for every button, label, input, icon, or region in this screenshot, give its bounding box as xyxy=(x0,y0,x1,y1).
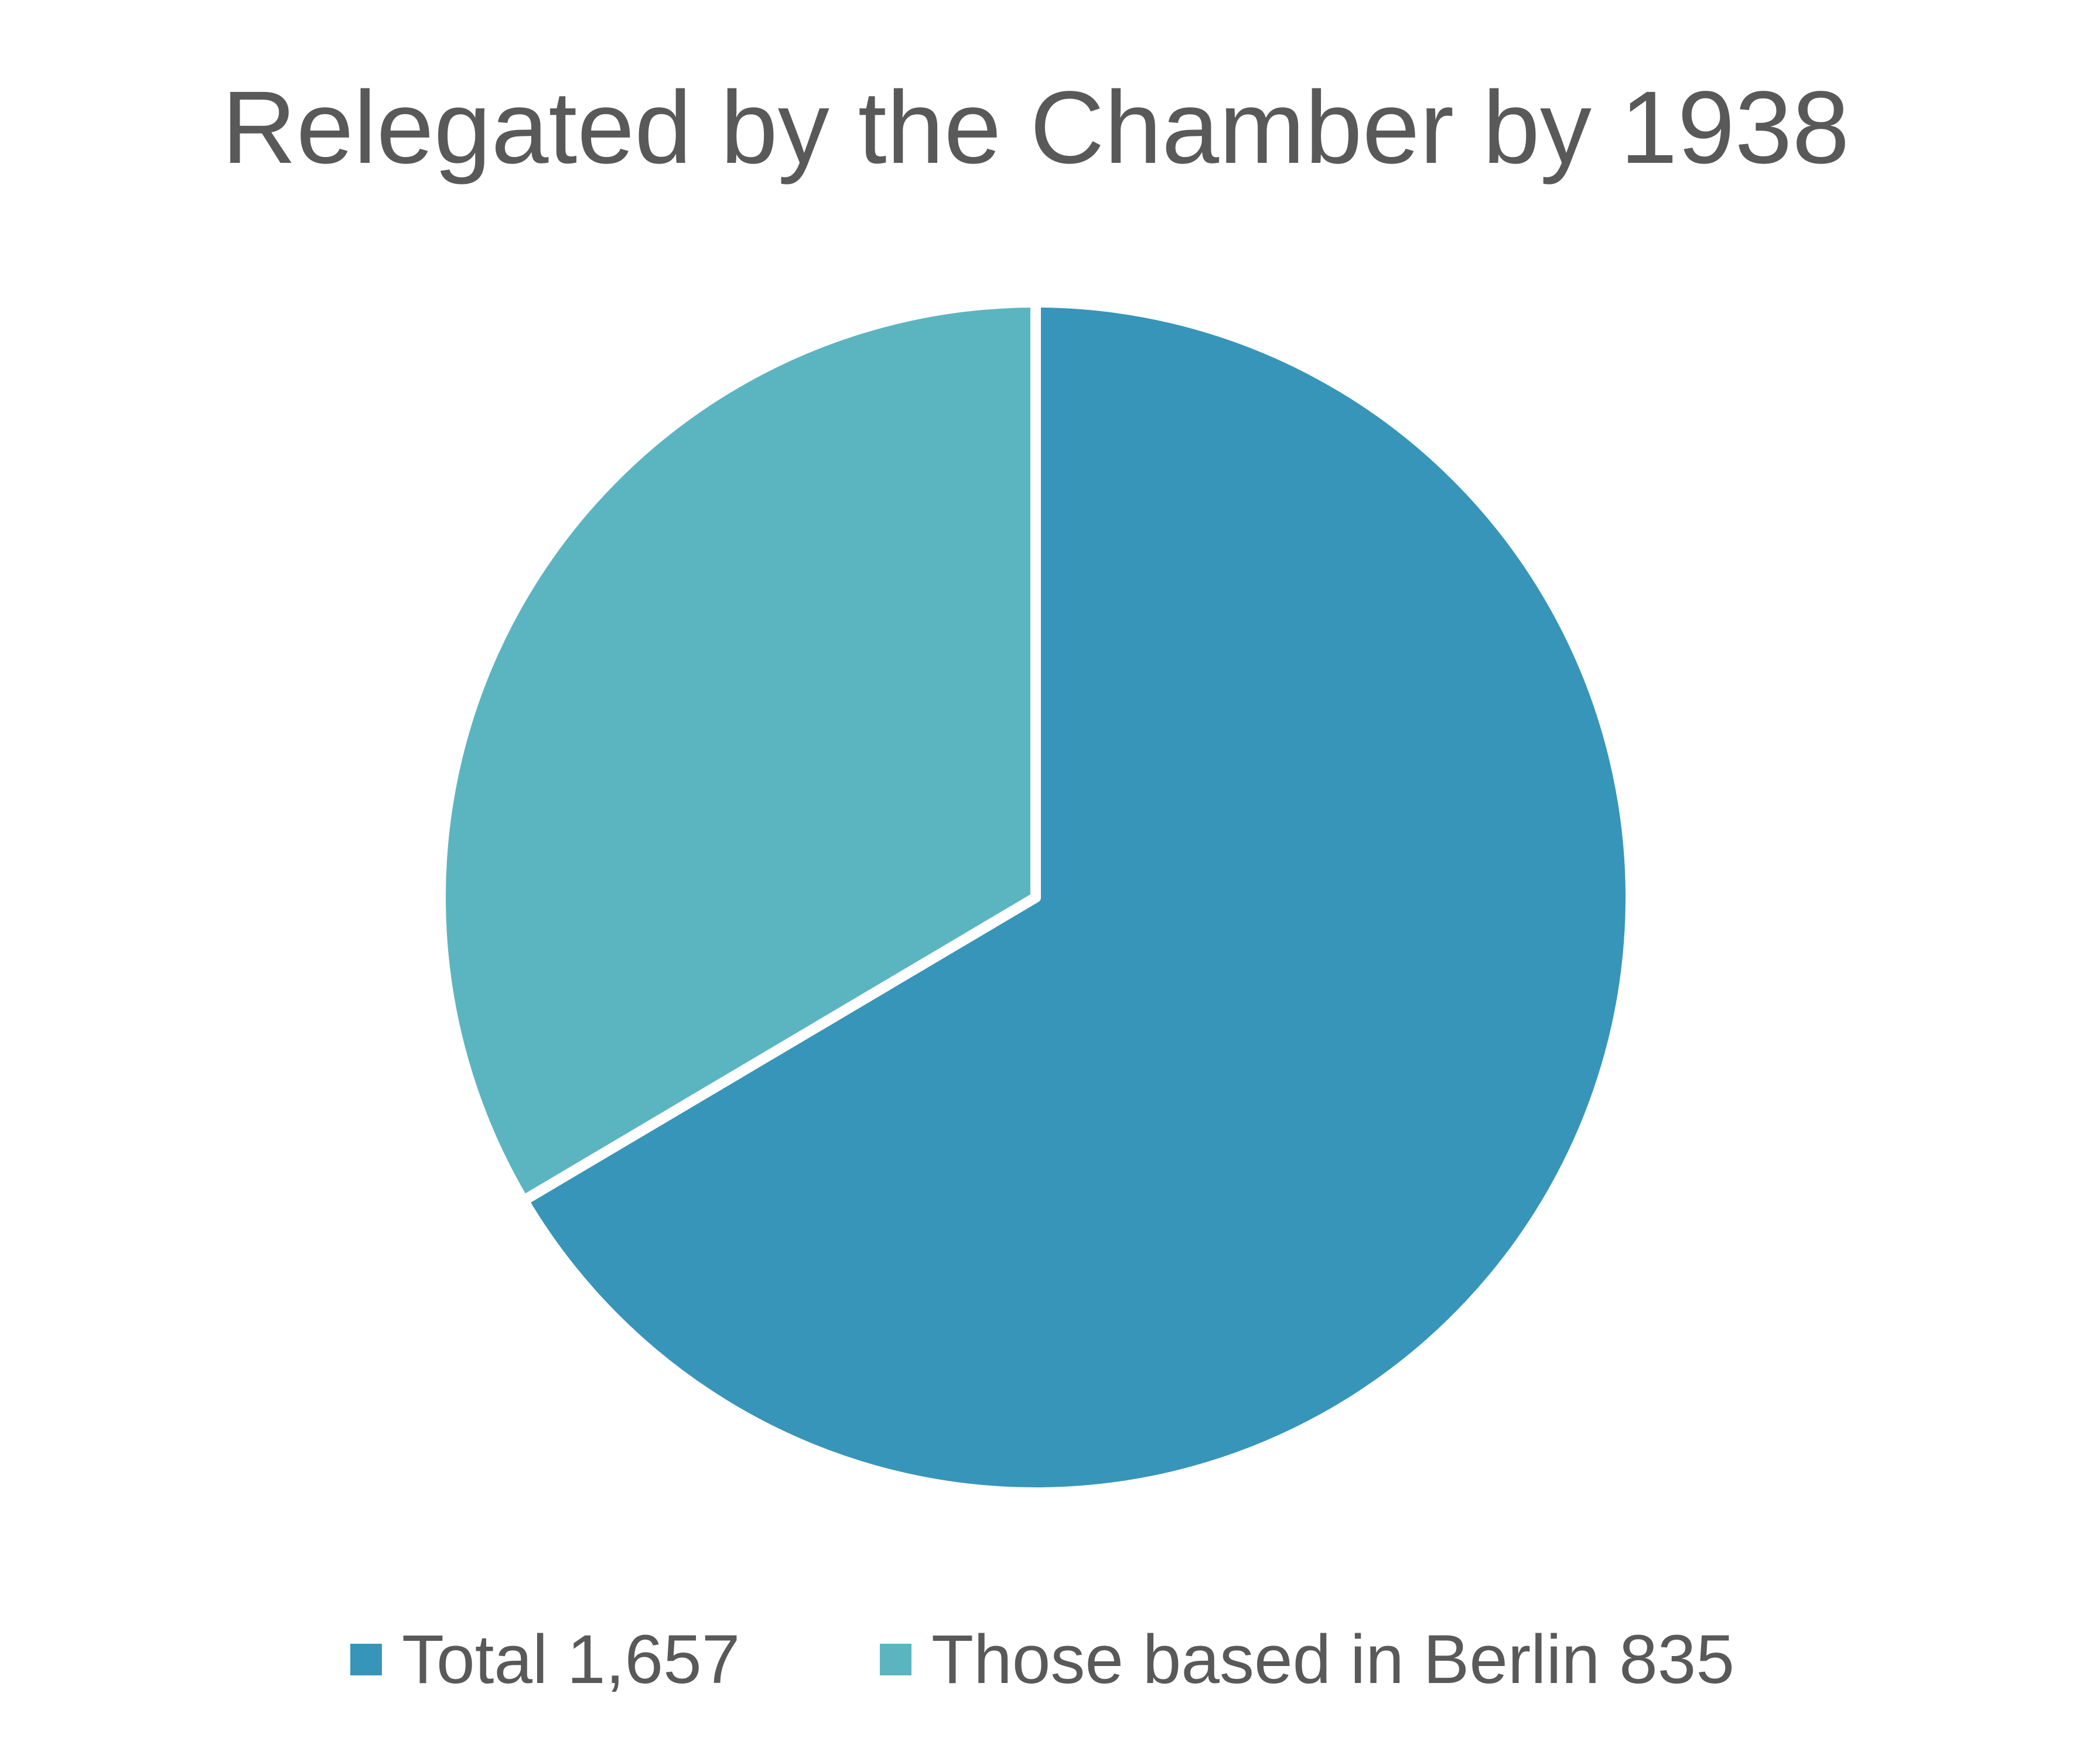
legend-label-total: Total 1,657 xyxy=(402,1621,740,1698)
legend-label-berlin: Those based in Berlin 835 xyxy=(931,1621,1734,1698)
chart-title: Relegated by the Chamber by 1938 xyxy=(222,70,1850,185)
legend-item-berlin[interactable]: Those based in Berlin 835 xyxy=(880,1621,1734,1698)
pie-slice-0[interactable] xyxy=(518,297,1636,1498)
pie-slice-1[interactable] xyxy=(435,297,1041,1206)
legend-item-total[interactable]: Total 1,657 xyxy=(350,1621,740,1698)
legend-swatch-berlin xyxy=(880,1644,911,1675)
pie-slices xyxy=(435,297,1636,1498)
legend-swatch-total xyxy=(350,1644,382,1675)
legend: Total 1,657 Those based in Berlin 835 xyxy=(350,1621,1734,1698)
